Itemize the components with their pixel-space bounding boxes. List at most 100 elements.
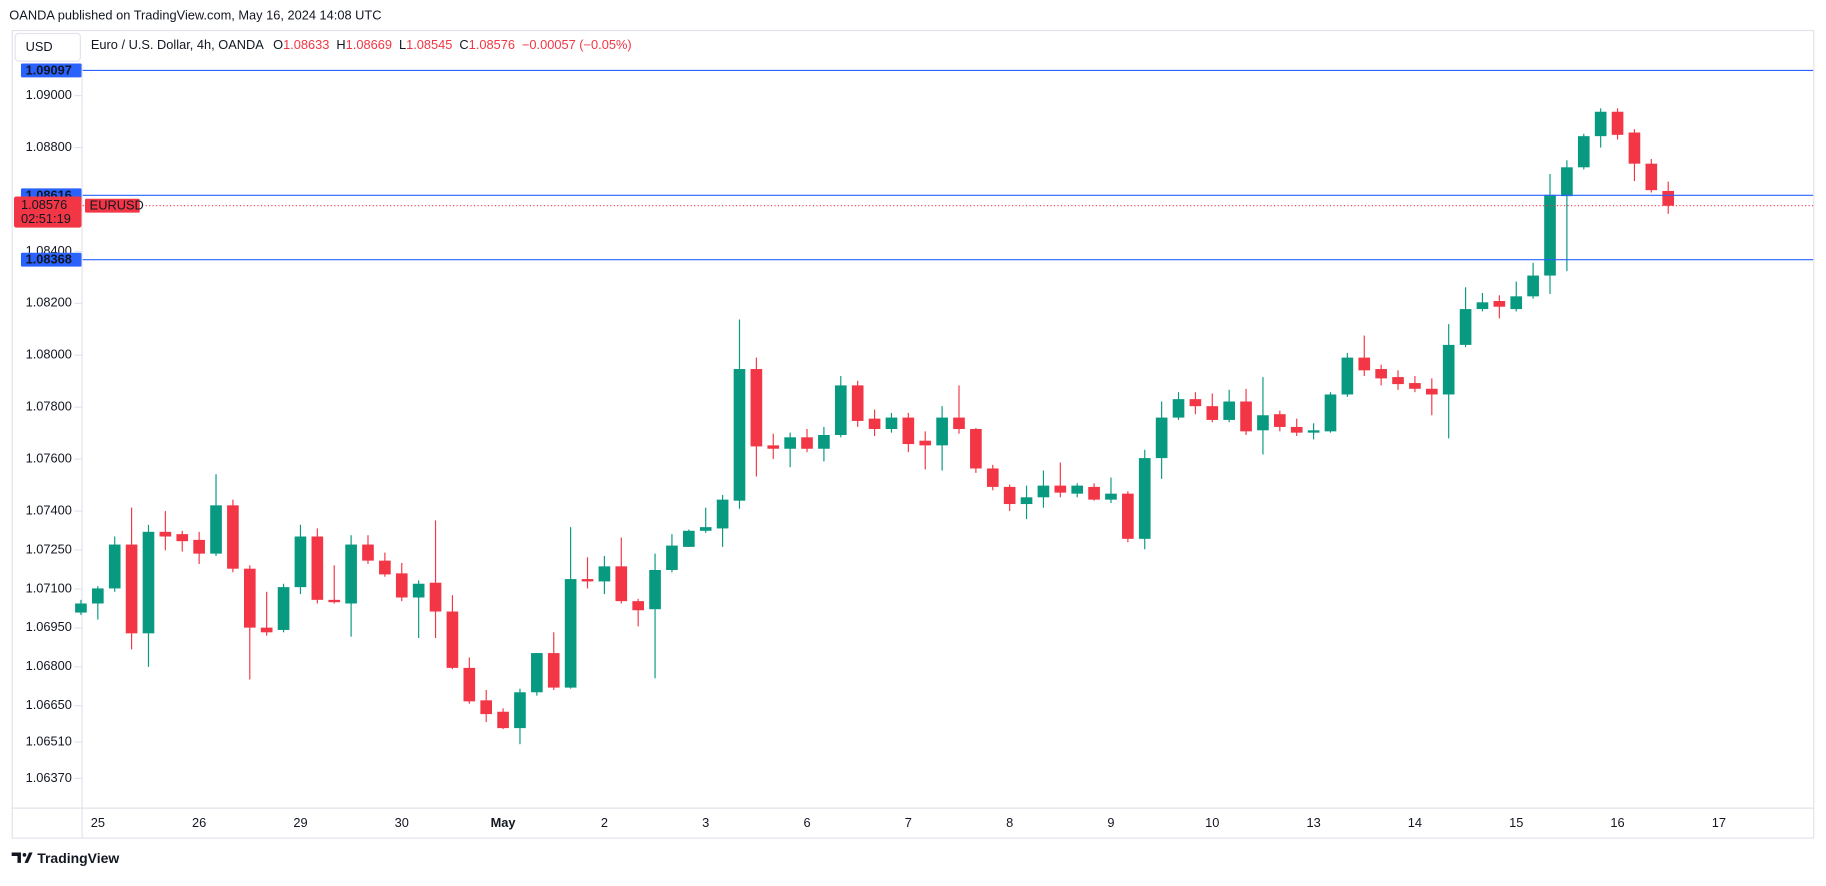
candle-body [125,544,138,634]
candle-body [463,667,476,702]
candle-body [801,437,813,449]
candle-body [362,544,374,561]
candle-body [142,531,155,634]
candle-body [547,653,560,688]
symbol-box[interactable] [14,32,81,62]
y-tick-label: 1.06650 [26,697,72,712]
candle-body [1594,111,1607,137]
y-tick-label: 1.06800 [26,658,72,673]
x-tick-label: 29 [293,815,307,830]
candle-body [1409,383,1421,389]
x-tick-label: 9 [1107,815,1114,830]
legend-field: O [273,38,283,53]
candle-body [851,385,864,421]
candle-body [1561,167,1573,197]
candle-body [294,536,307,588]
y-tick-label: 1.08000 [26,347,72,362]
candle-body [1037,485,1050,498]
x-tick-label: 3 [702,815,709,830]
candle-body [1223,401,1235,420]
candle-body [834,385,847,435]
candle-body [412,583,425,598]
x-tick-label: 15 [1509,815,1523,830]
x-tick-label: 10 [1205,815,1219,830]
legend-title: Euro / U.S. Dollar, 4h, OANDA [91,38,264,53]
candle-body [733,369,746,501]
hline-price-label: 1.08368 [26,252,72,267]
last-price-label: 1.08576 [21,197,67,212]
candle-body [429,582,442,612]
candle-body [1138,458,1151,539]
x-tick-label: 7 [905,815,912,830]
candle-body [1493,301,1506,307]
candle-body [1544,194,1556,276]
last-price-tag [13,196,82,228]
candle-body [227,505,239,569]
candle-body [159,531,172,537]
symbol-tag [85,198,140,213]
legend-value: 1.08545 [406,38,452,53]
candle-body [446,611,459,668]
symbol-box-label[interactable]: USD [26,39,53,54]
candle-body [1206,406,1219,420]
candle-body [581,579,594,582]
candle-body [649,569,661,610]
candle-body [868,418,881,430]
candle-body [75,603,87,613]
candle-body [1425,388,1438,395]
hline-price-tag [20,252,82,267]
candle-body [328,599,341,603]
candle-body [767,445,780,449]
candle-body [1003,486,1016,505]
x-tick-label: 16 [1610,815,1624,830]
candle-body [1510,296,1523,310]
legend-value: 1.08576 [469,38,515,53]
candle-body [345,544,357,604]
candle-body [885,417,898,430]
candle-body [108,544,121,589]
candle-body [564,579,577,688]
y-tick-label: 1.07800 [26,399,72,414]
candle-body [531,653,543,693]
hline-price-tag [20,63,82,78]
candle-body [210,505,222,554]
candle-body [1172,399,1185,418]
candle-body [1341,357,1354,395]
candle-body [243,568,256,628]
candle-body [480,700,493,715]
candle-body [632,601,644,611]
published-line: OANDA published on TradingView.com, May … [9,8,381,23]
y-tick-label: 1.08200 [26,295,72,310]
candle-body [1324,394,1337,432]
symbol-tag-label: EURUSD [90,198,144,213]
candle-body [176,534,189,542]
candle-body [818,434,830,449]
brand-name: TradingView [37,850,119,866]
countdown-label: 02:51:19 [21,211,71,226]
x-tick-label: 13 [1306,815,1320,830]
y-tick-label: 1.07600 [26,451,72,466]
candle-body [986,468,999,487]
chart-frame [11,29,1815,839]
candle-body [1662,190,1675,206]
plot-area: 1.090001.088001.084001.082001.080001.078… [13,62,1814,830]
y-tick-label: 1.08800 [26,139,72,154]
legend-change: −0.00057 (−0.05%) [522,38,632,53]
candle-body [919,440,932,446]
candle-body [1307,430,1320,433]
candle-body [1577,136,1590,168]
candle-body [1375,369,1387,379]
y-tick-label: 1.09000 [26,87,72,102]
x-tick-label: 14 [1408,815,1422,830]
candle-body [716,499,729,529]
legend-value: 1.08669 [346,38,392,53]
y-tick-label: 1.06950 [26,619,72,634]
candle-body [1105,493,1117,500]
candle-body [1071,485,1084,494]
x-tick-label: 2 [601,815,608,830]
candle-body [395,573,408,598]
candle-body [1459,309,1472,345]
candle-body [1122,493,1134,539]
candle-body [1527,275,1539,297]
